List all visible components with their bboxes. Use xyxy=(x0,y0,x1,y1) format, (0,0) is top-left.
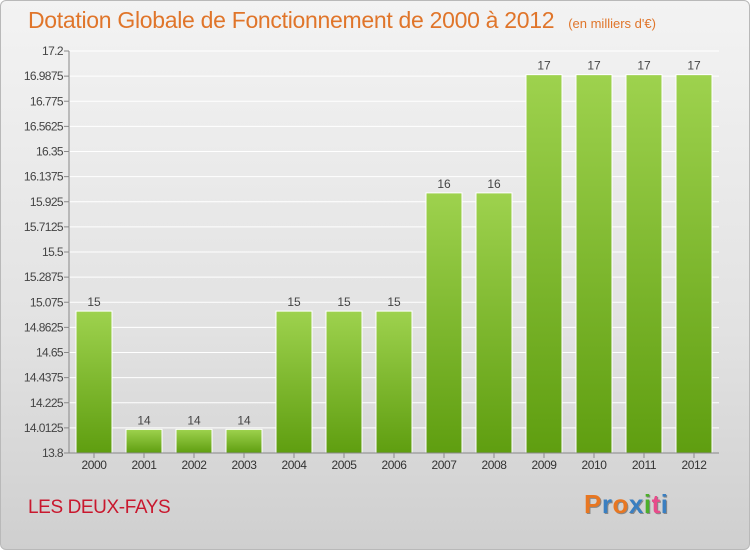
x-tick-label: 2002 xyxy=(181,458,207,472)
bars xyxy=(75,74,713,454)
bar-2009 xyxy=(525,74,563,454)
data-label-2004: 15 xyxy=(287,295,301,309)
y-tick-label: 17.2 xyxy=(42,44,64,58)
chart-title: Dotation Globale de Fonctionnement de 20… xyxy=(28,7,555,33)
data-label-2010: 17 xyxy=(587,59,601,73)
y-axis-ticks: 13.8 14.0125 14.225 14.4375 14.65 14.8625 15.0… xyxy=(24,44,719,460)
logo-letter: i xyxy=(643,489,652,519)
y-tick-label: 15.5 xyxy=(42,245,64,259)
data-label-2000: 15 xyxy=(87,295,101,309)
logo-letter: o xyxy=(612,489,629,519)
data-label-2001: 14 xyxy=(137,413,151,427)
data-labels: 15 14 14 14 15 15 15 16 16 17 17 17 17 xyxy=(87,59,701,428)
x-tick-label: 2000 xyxy=(81,458,107,472)
y-tick-label: 15.2875 xyxy=(24,270,64,284)
bar-2005 xyxy=(325,310,363,454)
y-tick-label: 16.775 xyxy=(30,94,64,108)
y-tick-label: 14.225 xyxy=(30,396,64,410)
title-row: Dotation Globale de Fonctionnement de 20… xyxy=(28,7,656,34)
logo-letter: r xyxy=(601,489,613,519)
y-tick-label: 15.075 xyxy=(30,295,64,309)
bar-2003 xyxy=(225,428,263,454)
x-tick-label: 2011 xyxy=(632,458,657,472)
data-label-2005: 15 xyxy=(337,295,351,309)
bar-2010 xyxy=(575,74,613,454)
y-tick-label: 16.5625 xyxy=(24,119,64,133)
x-tick-label: 2008 xyxy=(481,458,507,472)
y-tick-label: 16.9875 xyxy=(24,69,64,83)
y-tick-label: 14.0125 xyxy=(24,421,64,435)
bar-2001 xyxy=(125,428,163,454)
x-tick-label: 2003 xyxy=(231,458,257,472)
logo-letter: i xyxy=(660,489,669,519)
bar-2006 xyxy=(375,310,413,454)
chart-unit: (en milliers d'€) xyxy=(568,16,656,31)
data-label-2003: 14 xyxy=(237,413,251,427)
bar-2011 xyxy=(625,74,663,454)
bar-2007 xyxy=(425,192,463,454)
bar-2002 xyxy=(175,428,213,454)
data-label-2006: 15 xyxy=(387,295,401,309)
x-tick-label: 2010 xyxy=(581,458,607,472)
x-tick-label: 2012 xyxy=(681,458,707,472)
logo-letter: P xyxy=(584,489,602,519)
y-tick-label: 16.1375 xyxy=(24,170,64,184)
logo-letter: x xyxy=(628,489,644,519)
data-label-2009: 17 xyxy=(537,59,551,73)
y-tick-label: 15.925 xyxy=(30,195,64,209)
x-tick-label: 2005 xyxy=(331,458,357,472)
x-tick-label: 2004 xyxy=(281,458,307,472)
bar-2012 xyxy=(675,74,713,454)
logo-letter: t xyxy=(651,489,661,519)
y-tick-label: 16.35 xyxy=(36,145,64,159)
x-axis-ticks: 2000 2001 2002 2003 2004 2005 2006 2007 2008 2009… xyxy=(81,453,708,472)
data-label-2002: 14 xyxy=(187,413,201,427)
data-label-2007: 16 xyxy=(437,177,451,191)
data-label-2012: 17 xyxy=(687,59,701,73)
data-label-2008: 16 xyxy=(487,177,501,191)
bar-2000 xyxy=(75,310,113,454)
bar-2008 xyxy=(475,192,513,454)
y-tick-label: 15.7125 xyxy=(24,220,64,234)
y-tick-label: 14.8625 xyxy=(24,320,64,334)
x-tick-label: 2001 xyxy=(131,458,157,472)
y-tick-label: 14.65 xyxy=(36,346,64,360)
x-tick-label: 2007 xyxy=(431,458,457,472)
bar-2004 xyxy=(275,310,313,454)
y-tick-label: 13.8 xyxy=(42,446,64,460)
x-tick-label: 2009 xyxy=(531,458,557,472)
proxiti-logo[interactable]: Proxiti xyxy=(584,489,668,520)
data-label-2011: 17 xyxy=(637,59,651,73)
y-tick-label: 14.4375 xyxy=(24,371,64,385)
commune-name: LES DEUX-FAYS xyxy=(28,497,171,518)
x-tick-label: 2006 xyxy=(381,458,407,472)
